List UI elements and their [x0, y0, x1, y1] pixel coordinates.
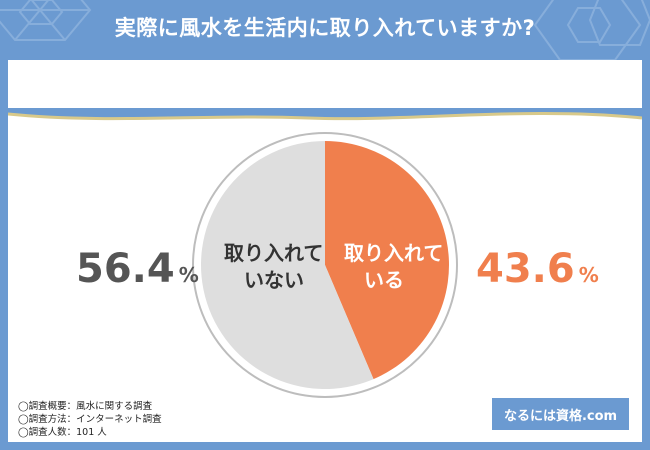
chart-title: 実際に風水を生活内に取り入れていますか? [114, 16, 536, 40]
note-survey-summary: ◯調査概要：風水に関する調査 [18, 401, 153, 412]
note-survey-method: ◯調査方法：インターネット調査 [18, 414, 162, 425]
chart-panel: 取り入れて いない 取り入れて いる 56.4% 43.6% [8, 60, 642, 442]
value-label-positive: 43.6% [476, 246, 599, 292]
pie-slice-negative [200, 141, 374, 389]
brand-badge[interactable]: なるには資格.com [492, 398, 629, 430]
header-band: 実際に風水を生活内に取り入れていますか? [0, 0, 650, 62]
pie-slice-positive [325, 141, 449, 380]
survey-notes: ◯調査概要：風水に関する調査 ◯調査方法：インターネット調査 ◯調査人数：101… [18, 400, 162, 439]
slice-label-negative-line2: いない [244, 268, 304, 292]
note-survey-count: ◯調査人数：101 人 [18, 427, 107, 438]
pie-chart: 取り入れて いない 取り入れて いる 56.4% 43.6% [76, 132, 599, 398]
slice-label-positive-line2: いる [364, 268, 404, 292]
value-label-negative: 56.4% [76, 246, 199, 292]
wave-divider [8, 108, 642, 121]
slice-label-positive-line1: 取り入れて [344, 241, 443, 265]
slice-label-negative-line1: 取り入れて [224, 241, 323, 265]
